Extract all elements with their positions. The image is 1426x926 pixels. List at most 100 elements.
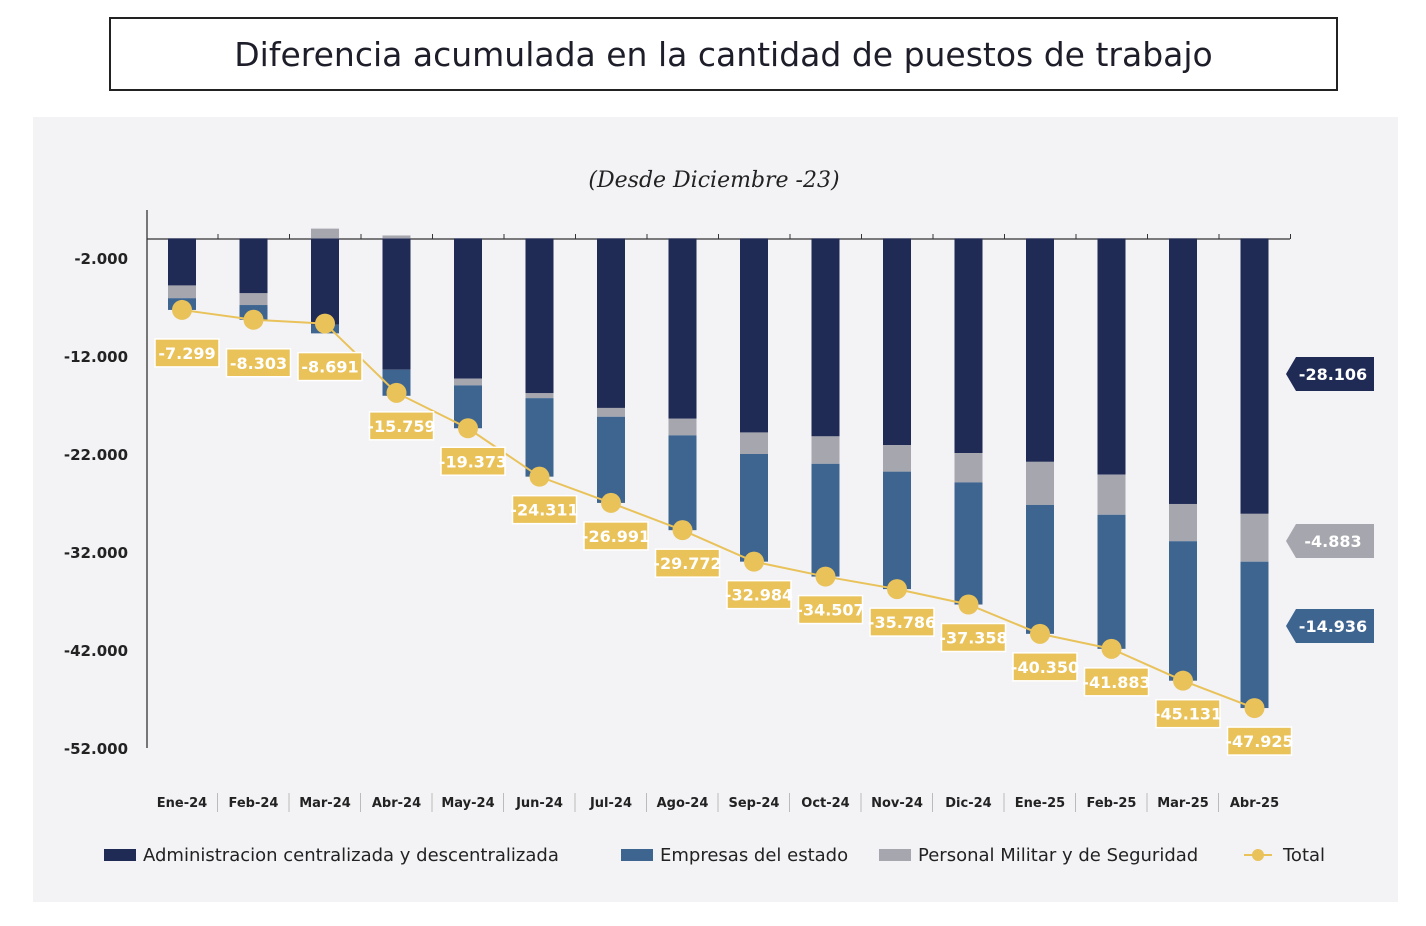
bar-segment: [954, 453, 983, 483]
total-point: [529, 466, 550, 487]
x-tick-label: Ago-24: [657, 796, 709, 811]
total-point: [172, 299, 192, 320]
total-data-label: -24.311: [510, 501, 578, 520]
bar-segment: [525, 238, 554, 394]
bar-segment: [168, 238, 196, 286]
bar-segment: [454, 238, 482, 379]
total-point: [1244, 698, 1265, 719]
legend-label: Empresas del estado: [660, 845, 848, 866]
bar-segment: [1169, 503, 1197, 542]
x-tick-label: May-24: [441, 796, 494, 811]
bar-segment: [597, 407, 625, 417]
total-label-box: [297, 351, 363, 382]
y-tick-label: -52.000: [64, 740, 128, 758]
bar-segment: [382, 235, 411, 239]
legend-swatch: [879, 849, 911, 861]
x-tick-label: Jul-24: [589, 796, 632, 811]
total-label-box: [1083, 667, 1150, 697]
bar-segment: [1097, 514, 1126, 649]
bar-segment: [668, 435, 697, 531]
total-point: [815, 566, 836, 587]
total-data-label: -35.786: [868, 613, 936, 632]
total-point: [1101, 638, 1122, 659]
chart-title: Diferencia acumulada en la cantidad de p…: [109, 17, 1338, 91]
total-data-label: -37.358: [939, 629, 1007, 648]
total-label-box: [225, 348, 292, 378]
y-tick-label: -42.000: [64, 642, 128, 660]
bar-segment: [311, 228, 339, 239]
bar-segment: [1026, 238, 1054, 462]
total-data-label: -45.131: [1154, 705, 1222, 724]
total-data-label: -41.883: [1082, 673, 1150, 692]
end-data-label: -4.883: [1304, 532, 1361, 551]
total-label-box: [654, 548, 721, 578]
bar-segment: [1240, 513, 1269, 562]
end-label-box: [1286, 609, 1374, 643]
x-tick-label: Feb-25: [1087, 796, 1137, 811]
total-label-box: [797, 594, 864, 625]
x-tick-label: Ene-25: [1015, 796, 1065, 811]
x-tick-label: Ene-24: [157, 796, 207, 811]
legend-label: Personal Militar y de Seguridad: [918, 845, 1198, 866]
total-label-box: [583, 521, 649, 551]
end-data-label: -14.936: [1299, 617, 1367, 636]
x-tick-label: Dic-24: [945, 796, 991, 811]
legend-swatch: [104, 849, 136, 861]
bar-segment: [382, 238, 411, 370]
x-tick-label: Nov-24: [871, 796, 923, 811]
end-label-box: [1286, 524, 1374, 558]
bar-segment: [1097, 474, 1126, 515]
y-tick-label: -32.000: [64, 544, 128, 562]
bar-segment: [883, 445, 911, 472]
total-point: [243, 309, 264, 330]
total-data-label: -7.299: [158, 344, 215, 363]
total-point: [1030, 623, 1050, 644]
x-tick-label: Abr-25: [1230, 796, 1279, 811]
total-data-label: -40.350: [1011, 658, 1079, 677]
total-label-box: [726, 579, 792, 610]
bar-segment: [239, 293, 268, 306]
bar-segment: [740, 238, 768, 433]
total-point: [601, 492, 621, 513]
bar-segment: [239, 238, 268, 294]
bar-segment: [454, 378, 482, 386]
bar-segment: [597, 238, 625, 408]
bar-segment: [740, 454, 768, 562]
total-data-label: -19.373: [439, 452, 507, 471]
y-tick-label: -2.000: [74, 250, 128, 268]
bar-segment: [668, 238, 697, 419]
y-tick-label: -12.000: [64, 348, 128, 366]
bar-segment: [1169, 238, 1197, 504]
bar-segment: [883, 238, 911, 446]
total-data-label: -34.507: [796, 601, 864, 620]
total-label-box: [1226, 726, 1293, 756]
total-point: [887, 579, 907, 600]
x-tick-label: Mar-24: [299, 796, 351, 811]
end-data-label: -28.106: [1299, 365, 1367, 384]
bar-segment: [954, 238, 983, 454]
bar-segment: [311, 238, 339, 325]
x-tick-label: Mar-25: [1157, 796, 1209, 811]
legend-label: Total: [1282, 845, 1325, 866]
y-tick-label: -22.000: [64, 446, 128, 464]
legend-swatch: [621, 849, 653, 861]
x-tick-label: Oct-24: [801, 796, 849, 811]
bar-segment: [811, 436, 840, 464]
bar-segment: [1240, 238, 1269, 514]
total-label-box: [1155, 698, 1221, 729]
bar-segment: [1026, 504, 1054, 634]
chart-subtitle: (Desde Diciembre -23): [588, 168, 839, 193]
total-data-label: -8.691: [301, 358, 358, 377]
total-point: [1173, 670, 1193, 691]
bar-segment: [1097, 238, 1126, 475]
bar-segment: [525, 393, 554, 399]
bar-segment: [811, 463, 840, 577]
total-label-box: [440, 446, 506, 477]
bar-segment: [525, 398, 554, 477]
bar-segment: [811, 238, 840, 437]
total-label-box: [940, 622, 1007, 653]
total-data-label: -47.925: [1225, 732, 1293, 751]
end-label-box: [1286, 357, 1374, 391]
x-tick-label: Feb-24: [229, 796, 279, 811]
